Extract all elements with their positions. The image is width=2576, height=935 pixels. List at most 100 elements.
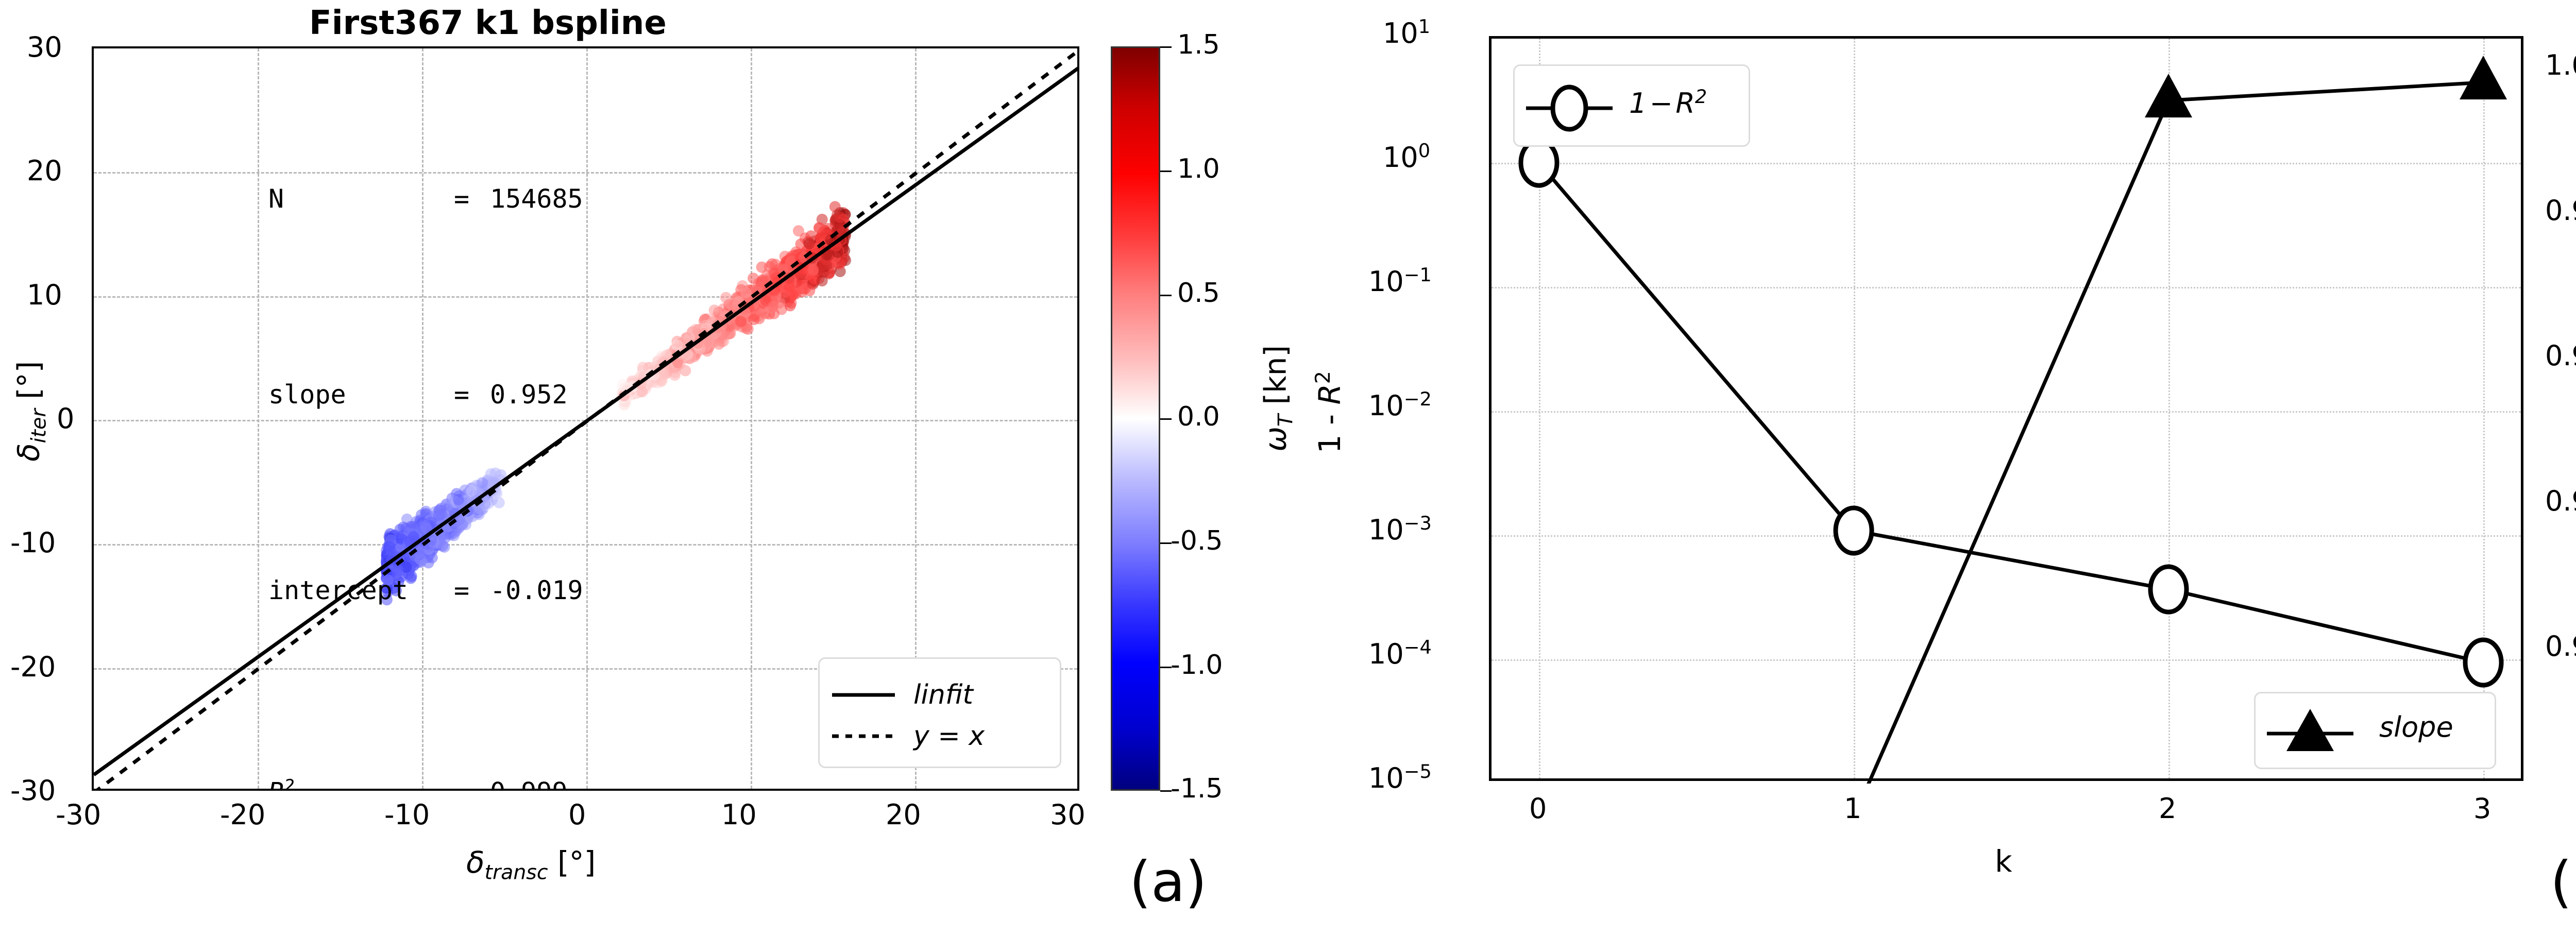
- ytick-label: -30: [10, 774, 56, 807]
- legend-label-one-minus-r2: 1 − R2: [1629, 86, 1707, 120]
- marker-circle: [2148, 564, 2189, 615]
- ytick-label-left: 10−2: [1368, 388, 1432, 422]
- ytick-label-left: 10−3: [1368, 512, 1432, 546]
- xtick-label: -10: [384, 798, 430, 831]
- gridline-horizontal: [94, 172, 1077, 174]
- ytick-label: -10: [10, 526, 56, 559]
- ytick-label: 10: [27, 279, 62, 311]
- legend-label-linfit: linfit: [913, 679, 973, 710]
- panel-a-xaxis-label: δtransc [°]: [466, 845, 596, 885]
- panel-b-yaxis-label-left: 1 - R2: [1311, 371, 1348, 454]
- gridline-horizontal: [1492, 163, 2521, 164]
- colorbar-label: ωT [kn]: [1258, 290, 1298, 506]
- panel-b: 1 − R2 slope 101 100 10−1 10−2 10−3 10−4…: [1298, 0, 2576, 935]
- ytick-label: 0: [57, 402, 75, 435]
- stat-row: slope = 0.952: [113, 336, 583, 453]
- ytick-label-left: 100: [1383, 140, 1431, 174]
- colorbar-tick-mark: [1160, 667, 1172, 668]
- stat-value: -0.019: [490, 575, 583, 605]
- ytick-label-left: 10−1: [1368, 264, 1432, 298]
- marker-triangle: [2145, 74, 2192, 117]
- legend-samples: [832, 693, 895, 738]
- stat-eq: =: [454, 184, 470, 214]
- colorbar-tick-label: -1.0: [1171, 650, 1223, 681]
- gridline-vertical: [1539, 39, 1540, 778]
- ytick-label-right: 0.97: [2545, 485, 2576, 517]
- colorbar-tick-label: 1.5: [1177, 29, 1220, 60]
- gridline-horizontal: [1492, 411, 2521, 413]
- gridline-vertical: [751, 48, 752, 789]
- colorbar-symbol: ω: [1258, 427, 1293, 452]
- panel-b-series-canvas: [1518, 56, 2507, 784]
- scatter-canvas: [94, 49, 1077, 789]
- series-line-slope: [1867, 80, 2484, 784]
- panel-a-title: First367 k1 bspline: [309, 4, 667, 42]
- panel-tag-a: (a): [1129, 850, 1207, 914]
- stat-value: 0.999: [490, 777, 568, 789]
- yaxis-symbol: δ: [11, 443, 46, 462]
- series-line-one-minus-r2: [1537, 161, 2484, 665]
- legend-label-slope: slope: [2379, 711, 2453, 743]
- colorbar-tick-mark: [1160, 790, 1172, 792]
- colorbar: [1111, 46, 1160, 791]
- colorbar-tick-mark: [1160, 295, 1172, 296]
- ytick-label: -20: [10, 651, 56, 683]
- xtick-label: -30: [56, 798, 101, 831]
- ytick-label-right: 0.96: [2545, 630, 2576, 662]
- xtick-label: 30: [1050, 798, 1086, 831]
- linear-fit-line: [94, 66, 1077, 776]
- colorbar-tick-label: 0.0: [1177, 401, 1220, 432]
- xaxis-unit: [°]: [557, 845, 596, 880]
- ytick-label-left: 10−4: [1368, 636, 1432, 670]
- legend-sample-circle: [1526, 84, 1613, 132]
- gridline-horizontal: [94, 544, 1077, 546]
- gridline-horizontal: [94, 668, 1077, 670]
- yaxis-unit: [°]: [11, 361, 46, 400]
- legend-label-y-equals-x: y = x: [913, 721, 985, 752]
- gridline-vertical: [2168, 39, 2170, 778]
- stat-eq: =: [454, 773, 490, 789]
- statistics-box: N = 154685 slope = 0.952 intercept = -0.019 R2…: [113, 62, 583, 791]
- stat-key: R2: [268, 776, 295, 791]
- ytick-label-right: 0.98: [2545, 339, 2576, 372]
- panel-a-plot-area: N = 154685 slope = 0.952 intercept = -0.019 R2…: [92, 46, 1079, 791]
- xaxis-symbol: δ: [466, 845, 485, 880]
- yaxis-subscript: iter: [27, 409, 51, 444]
- marker-circle: [2463, 637, 2504, 688]
- colorbar-tick-label: 0.5: [1177, 278, 1220, 309]
- ytick-label-left: 10−5: [1368, 760, 1432, 794]
- stat-eq: =: [454, 380, 470, 410]
- colorbar-tick-mark: [1160, 171, 1172, 172]
- xtick-label: 20: [886, 798, 921, 831]
- xtick-label: 0: [568, 798, 586, 831]
- ytick-label: 20: [27, 155, 62, 187]
- colorbar-tick-label: 1.0: [1177, 154, 1220, 184]
- colorbar-tick-mark: [1160, 542, 1172, 544]
- xaxis-subscript: transc: [484, 860, 548, 885]
- panel-tag-b: (b): [2550, 850, 2576, 914]
- colorbar-unit: [kn]: [1258, 345, 1293, 405]
- xtick-label: 3: [2473, 792, 2492, 825]
- stat-value: 154685: [490, 184, 583, 214]
- xtick-label: 10: [721, 798, 757, 831]
- colorbar-tick-label: -0.5: [1171, 525, 1223, 556]
- gridline-vertical: [422, 48, 423, 789]
- stat-value: 0.952: [490, 380, 568, 410]
- gridline-vertical: [1854, 39, 1855, 778]
- panel-b-legend-bottom[interactable]: slope: [2254, 692, 2496, 769]
- xtick-label: 2: [2159, 792, 2177, 825]
- xtick-label: 1: [1844, 792, 1862, 825]
- panel-a-legend[interactable]: linfit y = x: [818, 657, 1061, 768]
- gridline-vertical: [915, 48, 917, 789]
- stat-row: R2 =0.999: [113, 727, 583, 791]
- panel-b-legend-top[interactable]: 1 − R2: [1513, 64, 1750, 147]
- stat-key: intercept: [268, 575, 408, 605]
- gridline-vertical: [2483, 39, 2485, 778]
- marker-triangle: [2460, 56, 2507, 99]
- stat-eq: =: [454, 575, 470, 605]
- marker-circle: [1833, 505, 1874, 556]
- gridline-horizontal: [94, 296, 1077, 298]
- panel-b-plot-area: 1 − R2 slope: [1489, 36, 2523, 784]
- colorbar-tick-label: -1.5: [1171, 773, 1223, 804]
